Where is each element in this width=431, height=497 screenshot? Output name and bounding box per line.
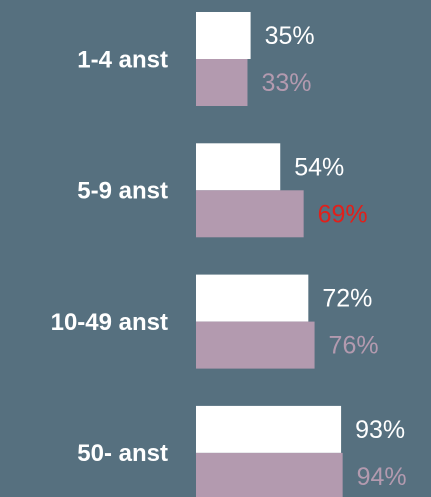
category-label: 10-49 anst [51, 309, 168, 336]
value-label: 76% [329, 332, 379, 360]
value-label: 94% [357, 463, 407, 491]
value-label: 69% [318, 200, 368, 228]
bar [196, 321, 315, 369]
bar [196, 59, 248, 106]
value-label: 54% [294, 153, 344, 181]
bar [196, 405, 342, 453]
category-label: 5-9 anst [77, 178, 168, 205]
category-label: 1-4 anst [77, 46, 168, 73]
category-label: 50- anst [77, 440, 168, 467]
value-label: 93% [355, 416, 405, 444]
bar [196, 274, 309, 322]
bar [196, 190, 304, 238]
value-label: 72% [322, 285, 372, 313]
bar [196, 452, 343, 497]
bar [196, 12, 251, 59]
value-label: 33% [261, 69, 311, 97]
value-label: 35% [265, 22, 315, 50]
bar [196, 143, 281, 191]
